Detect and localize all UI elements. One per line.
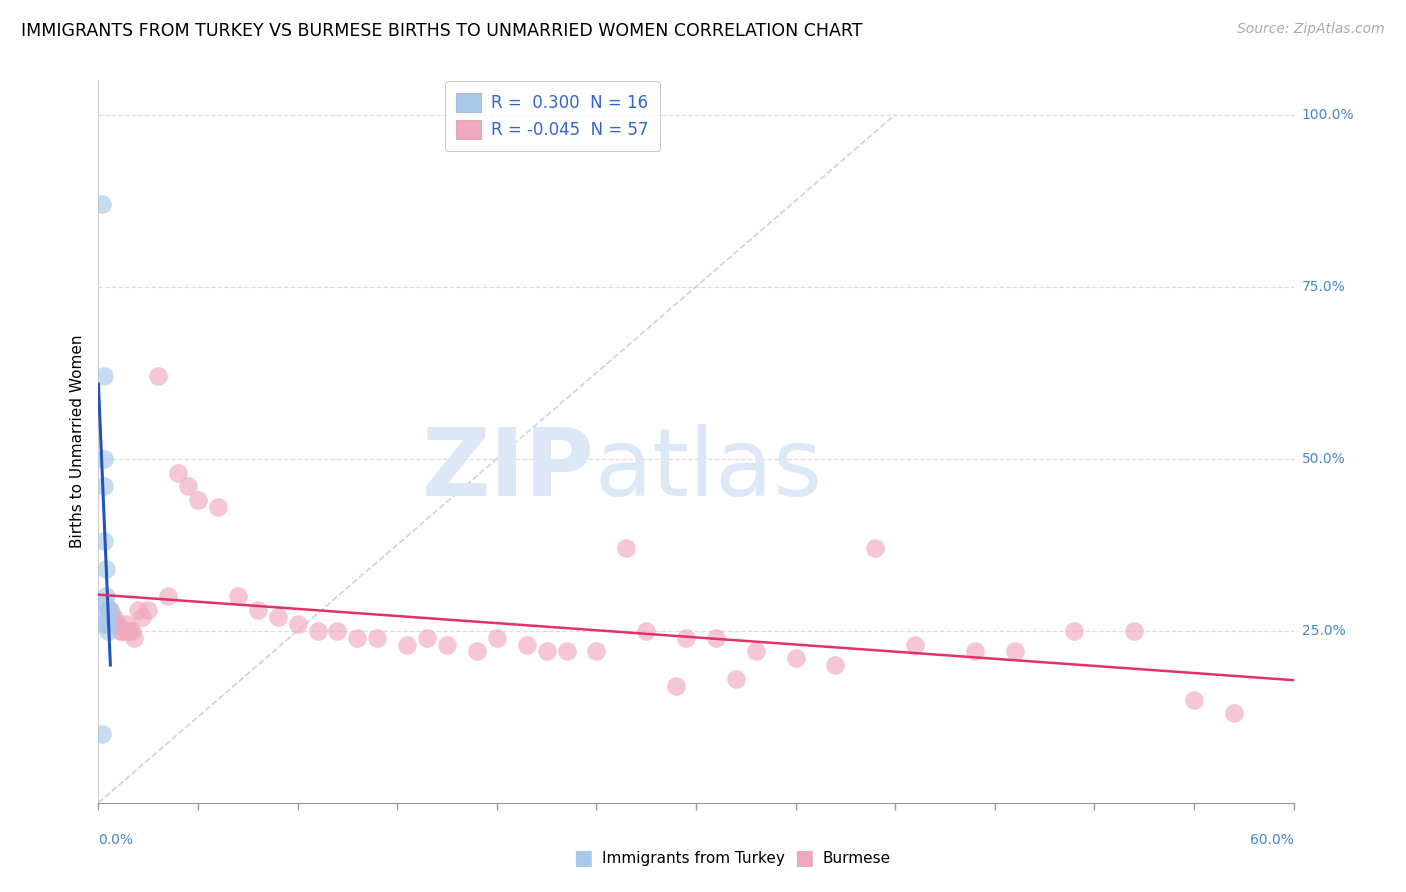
Point — [91, 197, 114, 211]
Point — [366, 631, 388, 645]
Point — [396, 638, 419, 652]
Point — [124, 631, 146, 645]
Point — [98, 603, 122, 617]
Point — [136, 603, 159, 617]
Point — [585, 644, 607, 658]
Point — [101, 610, 124, 624]
Point — [614, 541, 637, 556]
Point — [93, 616, 115, 631]
Point — [675, 631, 697, 645]
Point — [416, 631, 439, 645]
Point — [187, 493, 209, 508]
Point — [207, 500, 229, 514]
Point — [112, 624, 135, 638]
Text: 75.0%: 75.0% — [1302, 280, 1346, 293]
Point — [96, 562, 118, 576]
Point — [121, 624, 143, 638]
Point — [436, 638, 458, 652]
Text: 50.0%: 50.0% — [1302, 451, 1346, 466]
Point — [107, 616, 129, 631]
Point — [127, 603, 149, 617]
Point — [465, 644, 488, 658]
Legend: R =  0.300  N = 16, R = -0.045  N = 57: R = 0.300 N = 16, R = -0.045 N = 57 — [444, 81, 661, 151]
Text: atlas: atlas — [595, 425, 823, 516]
Point — [745, 644, 768, 658]
Point — [536, 644, 558, 658]
Point — [346, 631, 368, 645]
Point — [93, 369, 115, 384]
Point — [1182, 692, 1205, 706]
Text: 60.0%: 60.0% — [1250, 833, 1294, 847]
Point — [1063, 624, 1085, 638]
Point — [904, 638, 927, 652]
Point — [93, 479, 115, 493]
Point — [326, 624, 349, 638]
Point — [97, 603, 120, 617]
Point — [246, 603, 269, 617]
Point — [115, 616, 138, 631]
Point — [110, 624, 132, 638]
Text: Burmese: Burmese — [823, 851, 890, 865]
Text: Immigrants from Turkey: Immigrants from Turkey — [602, 851, 785, 865]
Point — [120, 624, 142, 638]
Point — [267, 610, 290, 624]
Point — [98, 603, 122, 617]
Text: ■: ■ — [574, 848, 593, 868]
Point — [226, 590, 249, 604]
Point — [1223, 706, 1246, 721]
Point — [1123, 624, 1146, 638]
Text: Source: ZipAtlas.com: Source: ZipAtlas.com — [1237, 22, 1385, 37]
Text: 25.0%: 25.0% — [1302, 624, 1346, 638]
Point — [117, 624, 139, 638]
Point — [148, 369, 170, 384]
Point — [555, 644, 578, 658]
Text: 100.0%: 100.0% — [1302, 108, 1354, 121]
Point — [516, 638, 538, 652]
Point — [963, 644, 986, 658]
Point — [96, 603, 118, 617]
Point — [785, 651, 807, 665]
Point — [93, 534, 115, 549]
Point — [93, 451, 115, 466]
Point — [704, 631, 727, 645]
Point — [167, 466, 190, 480]
Point — [131, 610, 153, 624]
Point — [824, 658, 846, 673]
Point — [97, 624, 120, 638]
Point — [97, 610, 120, 624]
Point — [665, 679, 688, 693]
Point — [96, 616, 118, 631]
Point — [485, 631, 508, 645]
Point — [287, 616, 309, 631]
Point — [724, 672, 747, 686]
Point — [1004, 644, 1026, 658]
Point — [97, 616, 120, 631]
Point — [636, 624, 658, 638]
Point — [157, 590, 180, 604]
Text: 0.0%: 0.0% — [98, 833, 134, 847]
Point — [96, 590, 118, 604]
Point — [105, 616, 128, 631]
Y-axis label: Births to Unmarried Women: Births to Unmarried Women — [69, 334, 84, 549]
Text: ■: ■ — [794, 848, 814, 868]
Point — [91, 727, 114, 741]
Point — [111, 624, 134, 638]
Point — [103, 610, 125, 624]
Point — [865, 541, 887, 556]
Text: IMMIGRANTS FROM TURKEY VS BURMESE BIRTHS TO UNMARRIED WOMEN CORRELATION CHART: IMMIGRANTS FROM TURKEY VS BURMESE BIRTHS… — [21, 22, 863, 40]
Point — [93, 596, 115, 610]
Text: ZIP: ZIP — [422, 425, 595, 516]
Point — [307, 624, 329, 638]
Point — [177, 479, 200, 493]
